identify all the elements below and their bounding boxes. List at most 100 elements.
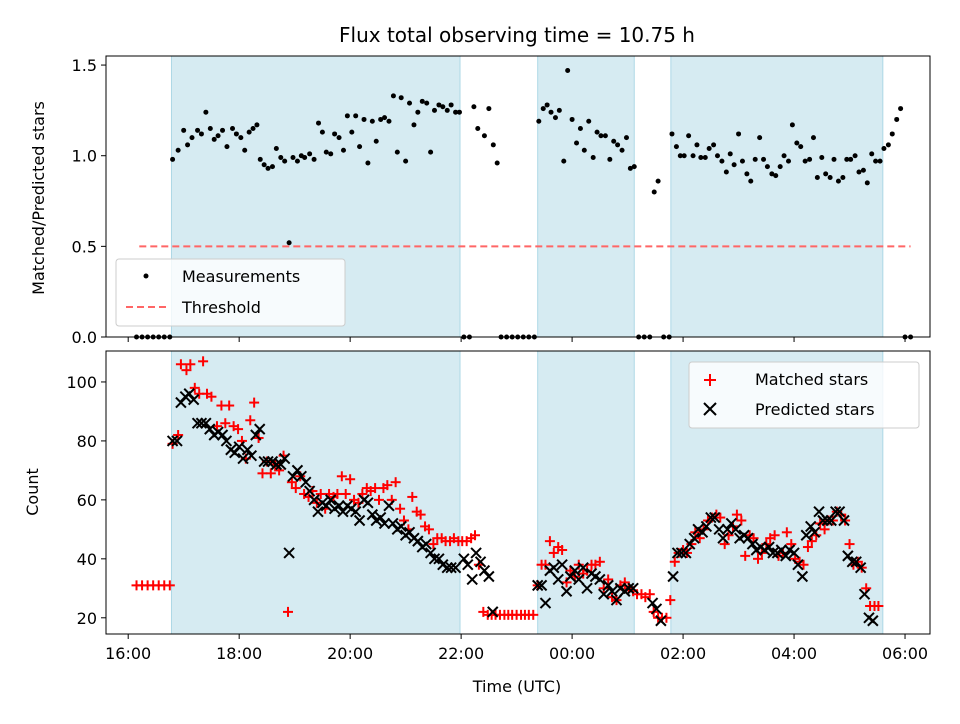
measurement-point: [386, 118, 392, 124]
predicted-star-point: [539, 597, 552, 609]
predicted-star-point: [730, 523, 742, 536]
measurement-point: [428, 149, 434, 155]
x-stroke-b: [817, 514, 829, 527]
measurement-point: [233, 131, 239, 137]
predicted-star-point: [564, 570, 577, 583]
measurement-point: [681, 153, 687, 159]
measurement-point: [548, 109, 554, 115]
matched-star-point: [740, 550, 751, 561]
predicted-star-point: [270, 458, 283, 471]
measurement-point: [706, 145, 712, 151]
measurement-point: [282, 158, 288, 164]
measurement-point: [294, 158, 300, 164]
predicted-star-point: [187, 393, 200, 406]
x-stroke-b: [838, 514, 850, 527]
matched-star-point: [395, 503, 406, 514]
measurement-point: [424, 100, 430, 106]
x-stroke-b: [291, 464, 304, 477]
measurement-point: [673, 144, 679, 150]
measurement-point: [369, 118, 375, 124]
measurement-point: [328, 151, 334, 157]
x-stroke-b: [349, 505, 362, 518]
chart-title: Flux total observing time = 10.75 h: [339, 23, 695, 47]
matched-star-point: [781, 527, 792, 538]
matched-star-point: [340, 488, 351, 499]
measurement-point: [827, 174, 833, 180]
x-stroke-b: [850, 556, 862, 568]
x-stroke-b: [552, 573, 564, 586]
x-stroke-b: [721, 523, 734, 536]
predicted-star-point: [602, 579, 614, 592]
x-stroke-b: [788, 547, 800, 559]
predicted-star-point: [387, 517, 399, 530]
x-stroke-b: [320, 500, 332, 512]
x-stroke-b: [424, 547, 437, 559]
predicted-star-point: [552, 573, 564, 586]
x-stroke-b: [278, 452, 291, 465]
matched-star-point: [220, 418, 231, 429]
predicted-star-point: [850, 556, 862, 568]
predicted-star-point: [569, 564, 581, 577]
measurement-point: [456, 109, 462, 115]
x-stroke-b: [171, 435, 183, 447]
measurement-point: [544, 102, 550, 108]
predicted-star-point: [655, 615, 667, 627]
measurement-point: [581, 147, 587, 153]
predicted-star-point: [366, 508, 379, 521]
measurement-point: [540, 106, 546, 112]
matched-star-point: [233, 424, 244, 435]
x-stroke-b: [241, 444, 254, 456]
measurement-point: [739, 158, 745, 164]
x-stroke-b: [470, 547, 482, 559]
measurement-point: [257, 156, 263, 162]
predicted-star-point: [680, 547, 692, 559]
measurement-point: [731, 162, 737, 168]
x-stroke-b: [229, 446, 241, 459]
predicted-star-point: [842, 550, 854, 562]
x-stroke-b: [763, 541, 775, 553]
x-stroke-b: [420, 538, 432, 550]
x-stroke-b: [212, 426, 224, 438]
x-axis-label: Time (UTC): [472, 677, 561, 696]
measurement-point: [382, 115, 388, 121]
measurement-point: [403, 158, 409, 164]
x-stroke-b: [166, 435, 179, 447]
x-stroke-b: [250, 429, 262, 441]
predicted-star-point: [688, 532, 700, 544]
x-stroke-b: [796, 570, 809, 583]
measurement-point: [486, 106, 492, 112]
predicted-star-point: [241, 444, 254, 456]
x-stroke-b: [548, 561, 560, 574]
measurement-point: [448, 102, 454, 108]
predicted-star-point: [166, 435, 179, 447]
matched-star-point: [249, 397, 260, 408]
measurement-point: [669, 131, 675, 137]
predicted-star-point: [433, 553, 445, 565]
legend: Matched stars Predicted stars: [688, 361, 920, 429]
matched-star-point: [873, 600, 884, 611]
x-tick-label: 22:00: [438, 644, 484, 663]
x-stroke-b: [283, 547, 295, 559]
matched-star-point: [469, 530, 480, 541]
measurement-point: [798, 144, 804, 150]
x-stroke-b: [403, 526, 416, 539]
x-stroke-b: [487, 606, 499, 618]
matched-star-point: [206, 391, 217, 402]
x-stroke-b: [808, 526, 821, 539]
matched-star-point: [827, 515, 838, 526]
matched-star-point: [374, 494, 385, 505]
predicted-star-point: [556, 559, 568, 571]
matched-star-point: [428, 539, 439, 550]
measurement-point: [415, 109, 421, 115]
measurement-point: [819, 155, 825, 161]
predicted-star-point: [278, 452, 291, 465]
x-stroke-b: [441, 561, 453, 574]
legend-marker-predicted: [703, 402, 717, 416]
matched-star-point: [548, 547, 559, 558]
matched-star-point: [644, 589, 655, 600]
y-tick-label: 0.5: [72, 237, 97, 256]
x-stroke-b: [428, 553, 441, 565]
predicted-star-point: [622, 582, 635, 595]
matched-star-point: [802, 542, 813, 553]
measurement-point: [835, 178, 841, 184]
